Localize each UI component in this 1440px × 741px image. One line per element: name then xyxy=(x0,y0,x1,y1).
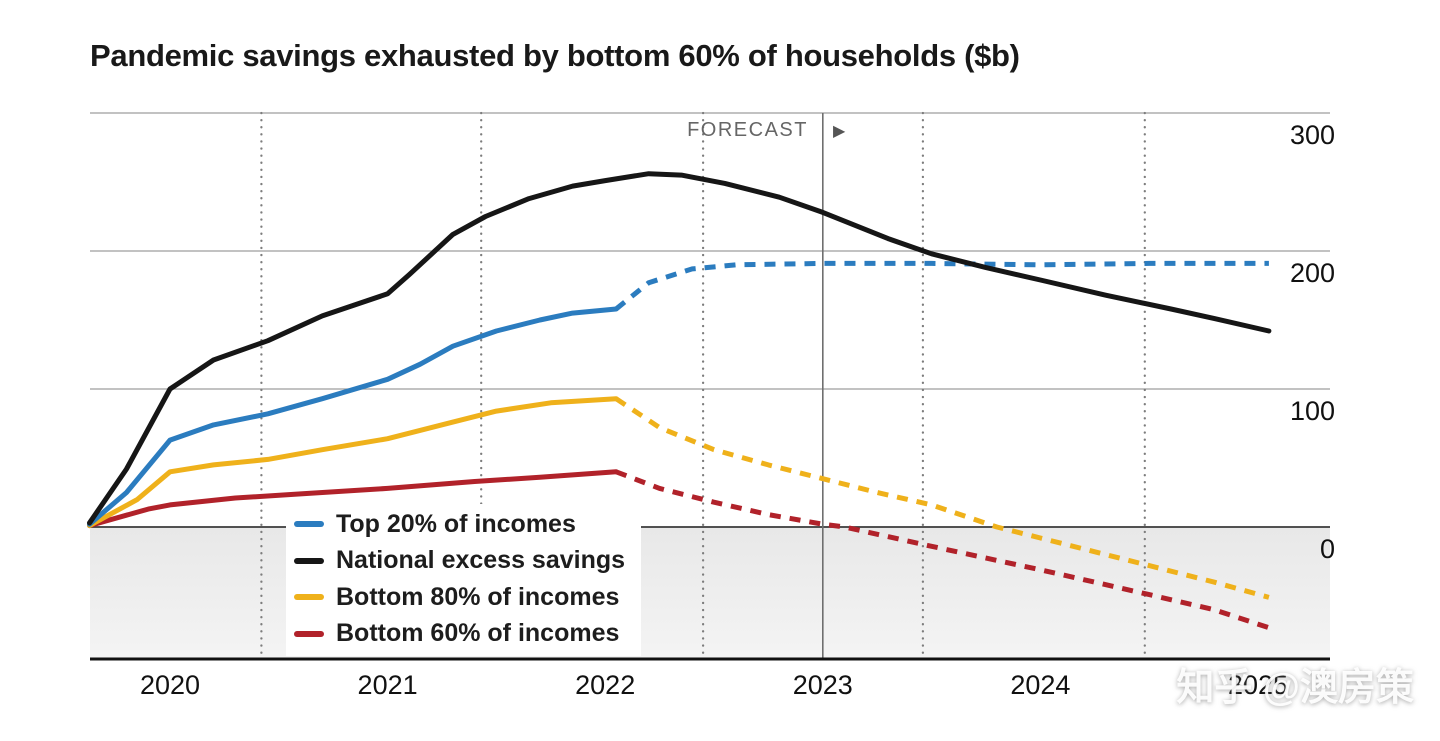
y-axis-label: 100 xyxy=(1289,396,1335,426)
legend-swatch xyxy=(294,557,324,564)
forecast-label: FORECAST xyxy=(687,119,808,141)
watermark: 知乎 @澳房策 xyxy=(1176,667,1414,709)
legend-item: Bottom 80% of incomes xyxy=(294,579,625,616)
y-axis-label: 200 xyxy=(1289,258,1335,288)
x-axis-label: 2024 xyxy=(1010,670,1071,700)
legend-label: Top 20% of incomes xyxy=(336,509,576,538)
legend-label: Bottom 80% of incomes xyxy=(336,582,620,611)
y-axis-label: 0 xyxy=(1319,534,1335,564)
forecast-arrow-icon: ▶ xyxy=(833,123,846,140)
x-axis-label: 2020 xyxy=(139,670,201,700)
legend-swatch xyxy=(294,630,324,637)
x-axis-label: 2022 xyxy=(575,670,636,700)
x-axis-label: 2025 xyxy=(1227,670,1289,700)
chart-legend: Top 20% of incomes National excess saving… xyxy=(286,504,642,656)
x-axis-label: 2021 xyxy=(357,670,418,700)
legend-swatch xyxy=(294,521,324,528)
y-axis-label: 300 xyxy=(1289,120,1335,150)
x-axis-label: 2023 xyxy=(792,670,853,700)
legend-item: Top 20% of incomes xyxy=(294,506,625,543)
legend-label: Bottom 60% of incomes xyxy=(336,619,620,648)
legend-swatch xyxy=(294,594,324,601)
chart-title: Pandemic savings exhausted by bottom 60%… xyxy=(90,38,1020,73)
legend-item: National excess savings xyxy=(294,543,625,580)
legend-item: Bottom 60% of incomes xyxy=(294,616,625,653)
legend-label: National excess savings xyxy=(336,546,626,575)
